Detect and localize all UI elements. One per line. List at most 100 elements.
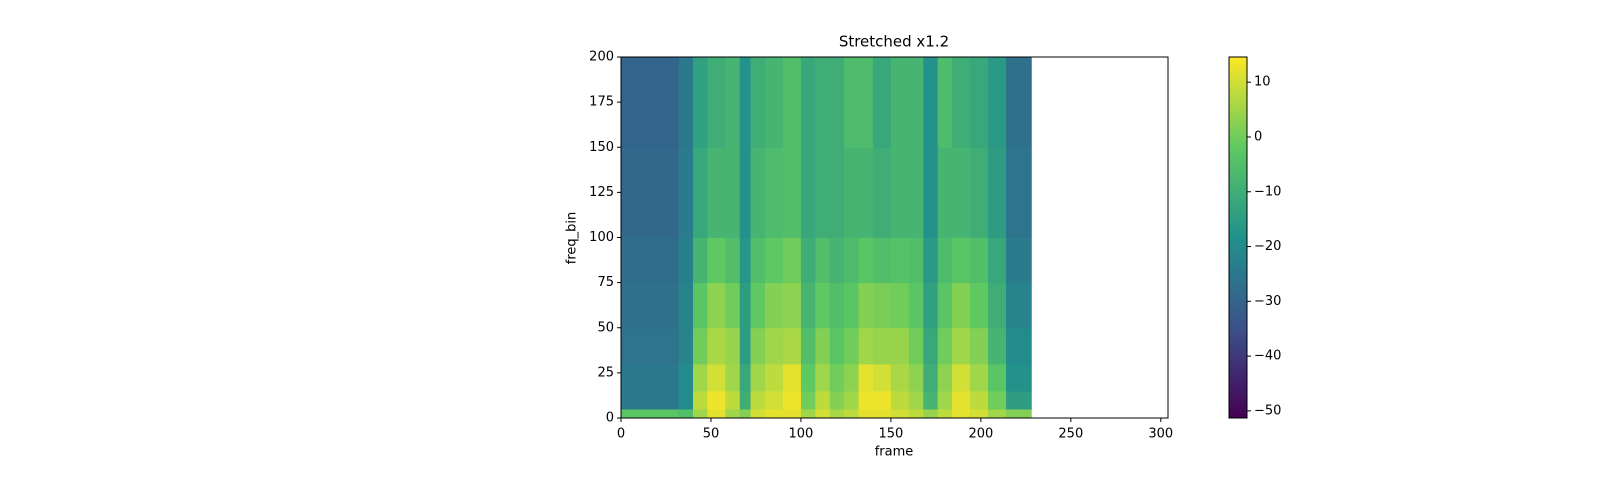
heatmap-cell [764, 237, 784, 284]
heatmap-cell [782, 147, 802, 238]
heatmap-cell [970, 327, 989, 365]
heatmap-cell [764, 390, 784, 410]
x-tick-label: 200 [968, 427, 993, 442]
heatmap-cell [829, 408, 845, 419]
heatmap-cell [750, 282, 766, 329]
colorbar-tick-label: −50 [1254, 403, 1281, 418]
heatmap-cell [844, 408, 860, 419]
heatmap-cell [908, 363, 924, 392]
heatmap-cell [937, 390, 953, 410]
heatmap-cell [782, 237, 802, 284]
heatmap-cell [970, 237, 989, 284]
heatmap-cell [858, 57, 874, 148]
heatmap-cell [678, 147, 694, 238]
heatmap-cell [800, 237, 816, 284]
heatmap-cell [1006, 282, 1032, 329]
heatmap-cell [800, 408, 816, 419]
heatmap-cell [750, 363, 766, 392]
heatmap-cell [1006, 363, 1032, 392]
heatmap-cell [750, 390, 766, 410]
heatmap-cell [1006, 327, 1032, 365]
heatmap-cell [872, 363, 892, 392]
heatmap-cell [988, 147, 1007, 238]
heatmap-cell [923, 390, 939, 410]
heatmap-cell [988, 237, 1007, 284]
heatmap-cell [782, 282, 802, 329]
colorbar-tick-label: −40 [1254, 349, 1281, 364]
heatmap-cell [829, 390, 845, 410]
heatmap-cell [782, 57, 802, 148]
heatmap-cell [890, 408, 910, 419]
colorbar-tick-label: 10 [1254, 75, 1271, 90]
heatmap-cell [844, 282, 860, 329]
heatmap-cell [739, 390, 752, 410]
heatmap-cell [970, 147, 989, 238]
heatmap-cell [858, 327, 874, 365]
y-tick-label: 150 [589, 140, 614, 155]
heatmap-cell [923, 147, 939, 238]
heatmap-cell [621, 147, 680, 238]
heatmap-cell [750, 237, 766, 284]
heatmap-cell [952, 147, 971, 238]
heatmap-cell [621, 390, 680, 410]
heatmap-cell [800, 363, 816, 392]
heatmap-cell [908, 282, 924, 329]
colorbar-tick-label: 0 [1254, 129, 1262, 144]
chart-title: Stretched x1.2 [839, 33, 949, 51]
heatmap-cell [844, 363, 860, 392]
x-tick-label: 50 [703, 427, 720, 442]
heatmap-cell [872, 408, 892, 419]
heatmap-cell [988, 408, 1007, 419]
heatmap-cell [844, 327, 860, 365]
heatmap-cell [970, 57, 989, 148]
y-tick-label: 125 [589, 185, 614, 200]
heatmap-cell [678, 282, 694, 329]
heatmap-cell [908, 327, 924, 365]
heatmap-cell [937, 408, 953, 419]
heatmap-cell [872, 282, 892, 329]
heatmap-cell [725, 237, 741, 284]
heatmap-cell [858, 237, 874, 284]
heatmap-cell [815, 390, 831, 410]
heatmap-cell [890, 282, 910, 329]
heatmap-cell [782, 363, 802, 392]
heatmap-cell [692, 327, 708, 365]
heatmap-cell [692, 237, 708, 284]
heatmap-cell [829, 57, 845, 148]
y-tick-label: 25 [597, 365, 614, 380]
heatmap-cell [800, 327, 816, 365]
heatmap-cell [829, 327, 845, 365]
heatmap-cell [890, 237, 910, 284]
heatmap-cell [782, 327, 802, 365]
heatmap-cell [621, 57, 680, 148]
heatmap-cell [707, 363, 726, 392]
heatmap-cell [739, 237, 752, 284]
x-tick-label: 300 [1148, 427, 1173, 442]
heatmap-cell [872, 390, 892, 410]
heatmap-cell [970, 363, 989, 392]
heatmap-cell [844, 390, 860, 410]
heatmap-cell [1006, 237, 1032, 284]
heatmap-cell [764, 147, 784, 238]
heatmap-cell [890, 147, 910, 238]
x-tick-label: 0 [617, 427, 625, 442]
heatmap [621, 57, 1032, 419]
heatmap-cell [750, 327, 766, 365]
heatmap-cell [872, 327, 892, 365]
heatmap-cell [970, 408, 989, 419]
heatmap-cell [800, 147, 816, 238]
heatmap-cell [815, 147, 831, 238]
heatmap-cell [858, 147, 874, 238]
heatmap-cell [764, 282, 784, 329]
heatmap-cell [678, 408, 694, 419]
heatmap-cell [707, 147, 726, 238]
x-tick-label: 100 [789, 427, 814, 442]
heatmap-cell [988, 390, 1007, 410]
heatmap-cell [858, 282, 874, 329]
heatmap-cell [908, 147, 924, 238]
y-tick-label: 200 [589, 50, 614, 65]
heatmap-cell [937, 57, 953, 148]
heatmap-cell [692, 363, 708, 392]
heatmap-cell [829, 282, 845, 329]
